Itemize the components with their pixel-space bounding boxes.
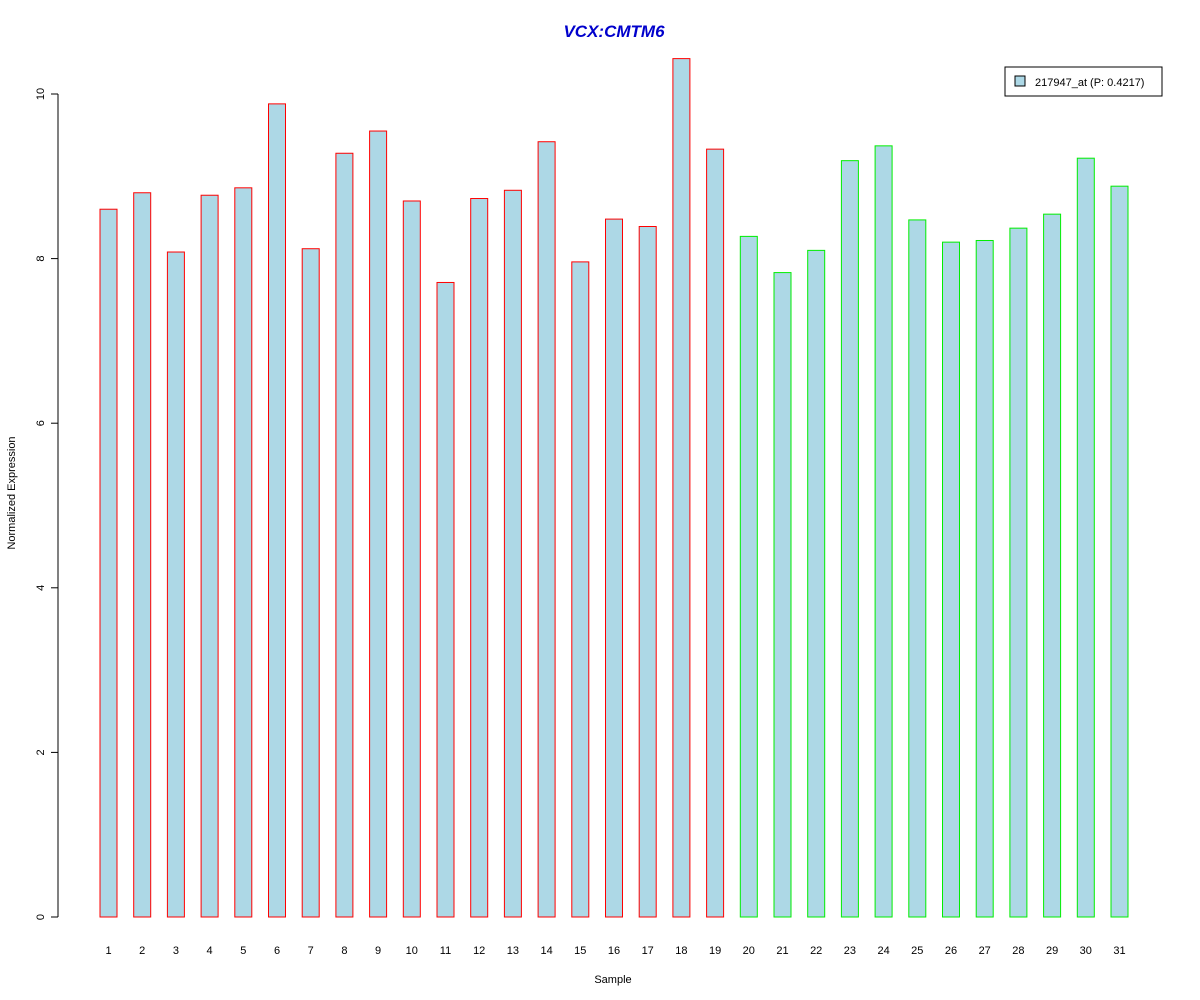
bar	[739, 235, 758, 918]
bar	[773, 272, 792, 918]
x-tick-label: 28	[1012, 945, 1024, 957]
bar	[335, 152, 354, 918]
x-tick-label: 6	[274, 945, 280, 957]
bar	[133, 192, 152, 918]
bar	[840, 160, 859, 918]
legend-swatch	[1014, 75, 1026, 87]
x-tick-label: 17	[642, 945, 654, 957]
x-tick-label: 11	[440, 945, 451, 957]
x-tick-labels: 1 2 3 4 5 6 7 8 9 10 11 12 13 14 15 16 17 18 19 20 21 22 23 24 2…	[105, 945, 1125, 957]
x-tick-label: 20	[743, 945, 755, 957]
x-tick-label: 31	[1113, 945, 1125, 957]
x-tick-label: 1	[105, 945, 111, 957]
bars-group	[99, 58, 1129, 918]
bar	[200, 194, 219, 918]
y-tick-label: 8	[35, 256, 47, 262]
x-tick-label: 29	[1046, 945, 1058, 957]
x-tick-label: 2	[139, 945, 145, 957]
bar	[234, 187, 253, 918]
bar	[402, 200, 421, 918]
y-tick-label: 0	[35, 914, 47, 920]
legend: 217947_at (P: 0.4217)	[1004, 66, 1163, 97]
x-tick-label: 22	[810, 945, 822, 957]
x-tick-label: 4	[207, 945, 213, 957]
y-axis-label: Normalized Expression	[6, 436, 18, 549]
bar	[874, 145, 893, 918]
x-tick-label: 10	[406, 945, 418, 957]
bar	[807, 249, 826, 918]
x-tick-label: 16	[608, 945, 620, 957]
x-axis-label: Sample	[594, 974, 631, 986]
x-tick-label: 18	[675, 945, 687, 957]
x-tick-label: 5	[240, 945, 246, 957]
bar	[672, 58, 691, 918]
x-tick-label: 19	[709, 945, 721, 957]
y-tick-label: 10	[35, 88, 47, 100]
bar	[503, 189, 522, 918]
y-tick-label: 2	[35, 749, 47, 755]
x-tick-label: 12	[473, 945, 485, 957]
bar	[268, 103, 286, 918]
bar	[301, 248, 320, 918]
x-tick-label: 24	[877, 945, 889, 957]
bar	[1009, 227, 1028, 918]
y-tick-label: 6	[35, 420, 47, 426]
x-tick-label: 26	[945, 945, 957, 957]
x-tick-label: 21	[776, 945, 788, 957]
bar	[470, 198, 489, 918]
bar	[1043, 213, 1062, 918]
x-tick-label: 9	[375, 945, 381, 957]
y-axis: 0 2 4 6 8 10	[35, 88, 59, 920]
bar	[638, 226, 657, 918]
bar	[99, 208, 118, 918]
bar	[1110, 185, 1129, 918]
bar	[166, 251, 185, 918]
bar	[571, 261, 590, 918]
x-tick-label: 14	[540, 945, 552, 957]
legend-label: 217947_at (P: 0.4217)	[1035, 77, 1144, 89]
x-tick-label: 7	[308, 945, 314, 957]
x-tick-label: 15	[574, 945, 586, 957]
x-tick-label: 30	[1080, 945, 1092, 957]
bar	[537, 141, 556, 918]
chart-title: VCX:CMTM6	[563, 22, 665, 41]
x-tick-label: 25	[911, 945, 923, 957]
bar	[706, 148, 725, 918]
y-tick-label: 4	[35, 585, 47, 591]
x-tick-label: 13	[507, 945, 519, 957]
bar	[942, 241, 960, 918]
bar	[908, 219, 927, 918]
bar	[605, 218, 623, 918]
bar	[1076, 157, 1095, 918]
x-tick-label: 23	[844, 945, 856, 957]
x-tick-label: 27	[979, 945, 991, 957]
bar	[369, 130, 388, 918]
x-tick-label: 8	[341, 945, 347, 957]
bar	[975, 239, 994, 918]
bar	[436, 281, 455, 918]
x-tick-label: 3	[173, 945, 179, 957]
legend-box	[1004, 66, 1163, 97]
